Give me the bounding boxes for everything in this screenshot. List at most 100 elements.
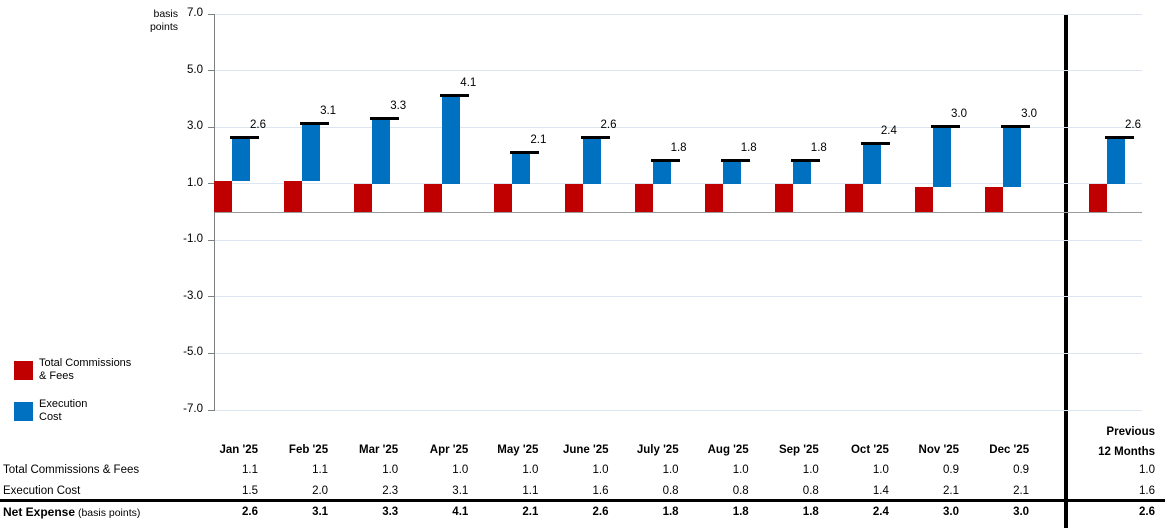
gridline-3 [215, 126, 1142, 128]
bar-execution-1 [302, 124, 321, 181]
table-col-header-9: Oct '25 [850, 444, 889, 456]
bar-commissions-8 [774, 183, 793, 212]
y-axis-tick [208, 183, 215, 185]
table-cell-r0-c1: 1.1 [312, 464, 329, 476]
bar-execution-4 [512, 152, 531, 184]
table-cell-r2-c8: 1.8 [802, 506, 819, 518]
bar-commissions-0 [214, 180, 232, 212]
table-cell-r0-c4: 1.0 [522, 464, 539, 476]
net-expense-value-label-0: 2.6 [250, 119, 266, 132]
table-cell-r1-c0: 1.5 [242, 485, 258, 497]
net-expense-value-label-12: 2.6 [1125, 119, 1141, 132]
legend-item-commissions: Total Commissions & Fees [14, 357, 131, 383]
y-axis-tick [208, 239, 215, 241]
table-cell-r2-c2: 3.3 [382, 506, 399, 518]
net-expense-value-label-3: 4.1 [460, 77, 477, 90]
bar-commissions-5 [564, 183, 583, 212]
table-cell-r0-c10: 0.9 [943, 464, 959, 476]
gridline--1 [215, 239, 1142, 241]
gridline-5 [215, 70, 1142, 72]
net-expense-value-label-1: 3.1 [320, 105, 337, 118]
table-cell-r1-c12: 1.6 [1139, 485, 1155, 497]
y-axis-tick-label: -5.0 [183, 346, 203, 359]
table-cell-r0-c5: 1.0 [592, 464, 609, 476]
table-cell-r2-c0: 2.6 [242, 506, 258, 518]
legend-item-execution: Execution Cost [14, 398, 131, 424]
net-expense-cap-10 [931, 125, 960, 129]
net-expense-value-label-2: 3.3 [390, 99, 407, 112]
table-col-header-11: Dec '25 [989, 444, 1030, 456]
table-cell-r2-c4: 2.1 [522, 506, 539, 518]
table-cell-r2-c3: 4.1 [452, 506, 469, 518]
table-cell-r0-c0: 1.1 [242, 464, 258, 476]
bar-execution-6 [652, 161, 671, 184]
table-cell-r0-c7: 1.0 [732, 464, 749, 476]
bar-commissions-6 [634, 183, 653, 212]
table-col-header-1: Feb '25 [288, 444, 329, 456]
table-col-header-6: July '25 [636, 444, 679, 456]
net-expense-cap-5 [580, 136, 610, 140]
table-col-header-5: June '25 [562, 444, 609, 456]
table-cell-r2-c12: 2.6 [1139, 506, 1155, 518]
bar-execution-11 [1003, 127, 1022, 187]
net-expense-value-label-7: 1.8 [740, 142, 757, 155]
table-col-header-0: Jan '25 [219, 444, 258, 456]
table-cell-r0-c9: 1.0 [872, 464, 889, 476]
table-top-border [0, 499, 1165, 502]
gridline-7 [215, 13, 1142, 15]
net-expense-cap-8 [790, 159, 820, 163]
net-expense-cap-3 [440, 94, 470, 98]
table-cell-r2-c9: 2.4 [872, 506, 889, 518]
period-separator-line [1064, 14, 1068, 528]
commissions-swatch-icon [14, 360, 33, 380]
y-axis-tick [208, 13, 215, 15]
y-axis-tick [208, 409, 215, 411]
gridline-1 [215, 183, 1142, 185]
table-cell-r1-c1: 2.0 [312, 485, 329, 497]
bar-commissions-11 [985, 186, 1004, 212]
y-axis-tick [208, 296, 215, 298]
bar-execution-8 [792, 161, 811, 184]
table-row-label-execution: Execution Cost [3, 485, 81, 497]
table-cell-r0-c3: 1.0 [452, 464, 469, 476]
table-cell-r1-c10: 2.1 [943, 485, 959, 497]
table-cell-r0-c2: 1.0 [382, 464, 399, 476]
y-axis-line [214, 14, 215, 411]
net-expense-value-label-10: 3.0 [951, 108, 967, 121]
table-row-label-commissions: Total Commissions & Fees [3, 464, 140, 476]
y-axis-tick-label: 5.0 [187, 63, 203, 76]
y-axis-tick [208, 70, 215, 72]
legend-label-execution: Execution Cost [39, 398, 88, 423]
net-expense-value-label-8: 1.8 [810, 142, 827, 155]
net-expense-value-label-5: 2.6 [600, 119, 617, 132]
table-cell-r2-c10: 3.0 [943, 506, 959, 518]
net-expense-cap-9 [860, 142, 890, 146]
table-cell-r2-c6: 1.8 [662, 506, 679, 518]
y-axis-tick-label: -7.0 [183, 403, 203, 415]
y-axis-tick-label: -3.0 [183, 289, 203, 302]
bar-commissions-12 [1089, 183, 1107, 212]
table-cell-r0-c6: 1.0 [662, 464, 679, 476]
y-axis-tick-label: 3.0 [187, 120, 203, 133]
table-cell-r2-c5: 2.6 [592, 506, 609, 518]
table-col-header-7: Aug '25 [707, 444, 749, 456]
y-axis-tick-label: 1.0 [187, 176, 203, 189]
bar-execution-2 [372, 118, 391, 184]
bar-execution-5 [582, 138, 601, 184]
table-col-header-10: Nov '25 [918, 444, 959, 456]
table-cell-r1-c8: 0.8 [802, 485, 819, 497]
table-col-header-2: Mar '25 [359, 444, 399, 456]
net-expense-cap-1 [300, 122, 330, 126]
bar-execution-9 [862, 144, 881, 184]
table-cell-r1-c5: 1.6 [592, 485, 609, 497]
table-cell-r1-c6: 0.8 [662, 485, 679, 497]
table-cell-r0-c8: 1.0 [802, 464, 819, 476]
net-expense-value-label-11: 3.0 [1021, 108, 1038, 121]
net-expense-cap-12 [1105, 136, 1134, 140]
y-axis-tick [208, 126, 215, 128]
table-cell-r2-c1: 3.1 [312, 506, 329, 518]
bar-commissions-10 [915, 186, 933, 212]
gridline--7 [215, 409, 1142, 411]
net-expense-cap-0 [230, 136, 259, 140]
legend: Total Commissions & Fees Execution Cost [14, 357, 131, 439]
